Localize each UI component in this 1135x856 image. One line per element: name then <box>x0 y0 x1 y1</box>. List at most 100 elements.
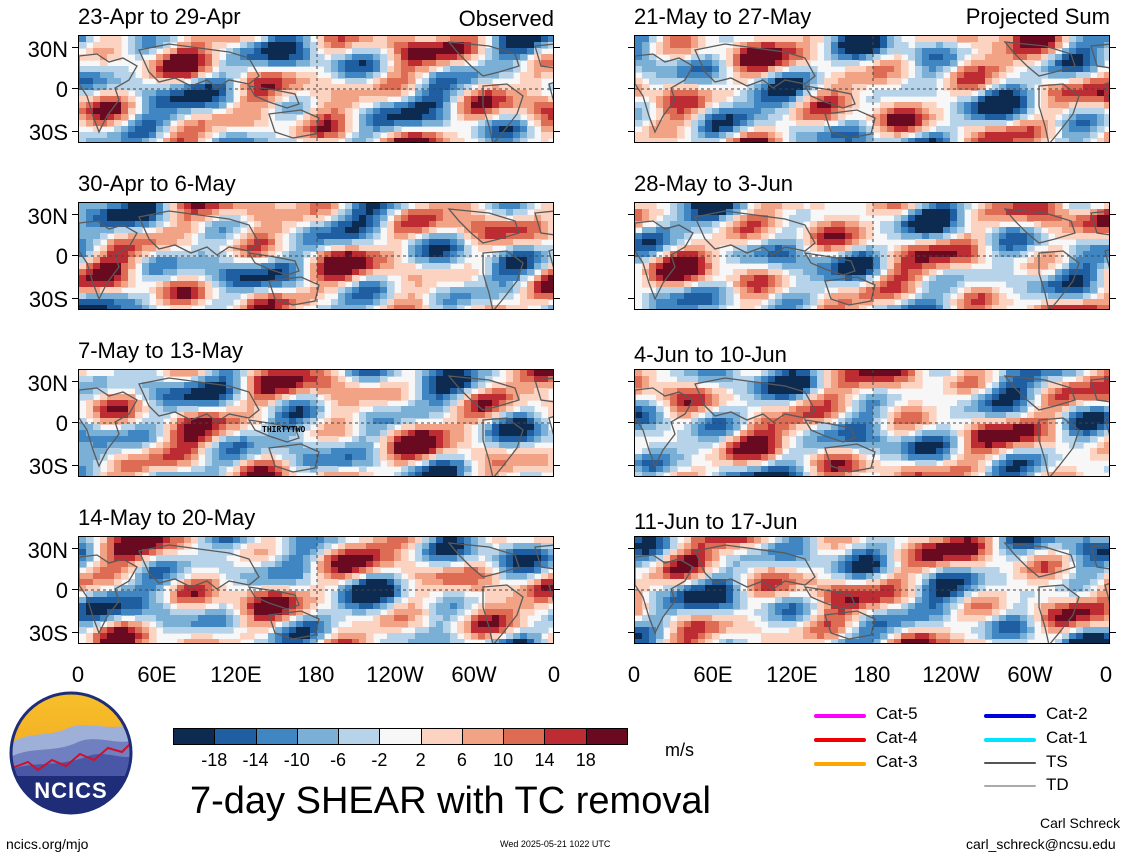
lon-label: 120W <box>366 662 424 687</box>
axis-tick <box>628 214 634 215</box>
panel-title-4: 14-May to 20-May <box>78 505 256 530</box>
coastline <box>1003 542 1076 578</box>
axis-tick <box>72 255 78 256</box>
map-panel-6 <box>634 202 1110 310</box>
panel-title-7: 4-Jun to 10-Jun <box>634 342 787 367</box>
axis-tick <box>1110 381 1116 382</box>
shear-field-svg <box>635 36 1109 142</box>
observed-label: Observed <box>458 6 554 31</box>
coastline <box>1003 41 1076 77</box>
coastline <box>534 43 553 69</box>
coastline <box>1038 83 1080 142</box>
axis-tick <box>554 298 560 299</box>
axis-tick <box>554 381 560 382</box>
coastline <box>803 85 856 109</box>
author-name: Carl Schreck <box>1040 815 1121 831</box>
shear-field-svg <box>635 370 1109 476</box>
coastline <box>635 220 694 301</box>
axis-tick <box>628 422 634 423</box>
shear-field-svg <box>79 203 553 309</box>
legend-line-td <box>984 785 1036 787</box>
legend-line-cat-3 <box>814 762 866 766</box>
colorbar-swatch <box>173 728 216 745</box>
timestamp: Wed 2025-05-21 1022 UTC <box>500 839 611 849</box>
lon-label: 0 <box>71 662 85 687</box>
axis-tick <box>1110 255 1116 256</box>
axis-tick <box>554 465 560 466</box>
axis-tick <box>72 548 78 549</box>
coastline <box>1003 375 1076 411</box>
coastline <box>1038 584 1080 643</box>
legend-label-ts: TS <box>1046 752 1068 771</box>
lat-label-30s: 30S <box>28 621 68 646</box>
lat-label-30n: 30N <box>27 37 68 62</box>
axis-tick <box>554 548 560 549</box>
axis-tick <box>554 589 560 590</box>
legend-label-cat-5: Cat-5 <box>876 704 918 723</box>
coastline <box>447 41 520 77</box>
axis-tick <box>1110 47 1116 48</box>
coastline <box>1104 582 1109 603</box>
colorbar-swatch <box>214 728 257 745</box>
lon-label: 60E <box>137 662 177 687</box>
axis-tick <box>554 131 560 132</box>
lat-label-30n: 30N <box>27 371 68 396</box>
coastline <box>247 586 300 610</box>
axis-tick <box>628 589 634 590</box>
coastline <box>79 53 138 134</box>
colorbar-swatch <box>585 728 628 745</box>
colorbar-tick-label: -14 <box>242 750 269 770</box>
coastline <box>694 43 816 89</box>
colorbar-tick-label: -2 <box>371 750 388 770</box>
coastline <box>247 419 300 443</box>
lat-label-30n: 30N <box>27 204 68 229</box>
map-panel-7 <box>634 369 1110 477</box>
axis-tick <box>72 381 78 382</box>
legend-label-cat-4: Cat-4 <box>876 728 918 747</box>
colorbar-tick-label: 14 <box>534 750 555 770</box>
lat-label-0: 0 <box>55 77 68 102</box>
lon-label: 120E <box>210 662 262 687</box>
coastline <box>247 85 300 109</box>
coastline <box>79 554 138 635</box>
lon-label: 0 <box>627 662 641 687</box>
coastline <box>447 375 520 411</box>
author-email[interactable]: carl_schreck@ncsu.edu <box>966 836 1116 852</box>
coastline <box>1090 544 1109 570</box>
axis-tick <box>72 422 78 423</box>
panel-title-3: 7-May to 13-May <box>78 338 244 363</box>
axis-tick <box>628 88 634 89</box>
coastline <box>548 415 553 436</box>
colorbar-tick-label: -18 <box>201 750 228 770</box>
map-panel-3 <box>78 369 554 477</box>
coastline <box>1038 417 1080 476</box>
coastline <box>534 544 553 570</box>
axis-tick <box>1110 632 1116 633</box>
coastline <box>247 252 300 276</box>
coastline <box>534 210 553 236</box>
lon-label: 180 <box>853 662 891 687</box>
shear-field-svg <box>79 36 553 142</box>
axis-tick <box>1110 465 1116 466</box>
colorbar-tick-label: 10 <box>493 750 514 770</box>
coastline <box>447 542 520 578</box>
axis-tick <box>554 632 560 633</box>
legend-line-cat-4 <box>814 738 866 742</box>
axis-tick <box>72 589 78 590</box>
coastline <box>1104 81 1109 102</box>
coastline <box>824 443 876 473</box>
map-panel-1 <box>78 35 554 143</box>
lon-label: 60W <box>451 662 497 687</box>
coastline <box>482 83 524 142</box>
coastline <box>548 248 553 269</box>
ncics-logo-graphic <box>9 691 133 815</box>
axis-tick <box>628 548 634 549</box>
legend-label-cat-1: Cat-1 <box>1046 728 1088 747</box>
axis-tick <box>628 381 634 382</box>
website-link[interactable]: ncics.org/mjo <box>6 836 89 852</box>
coastline <box>824 276 876 306</box>
lon-label: 60E <box>693 662 733 687</box>
lon-label: 120W <box>922 662 980 687</box>
axis-tick <box>1110 589 1116 590</box>
coastline <box>1090 43 1109 69</box>
